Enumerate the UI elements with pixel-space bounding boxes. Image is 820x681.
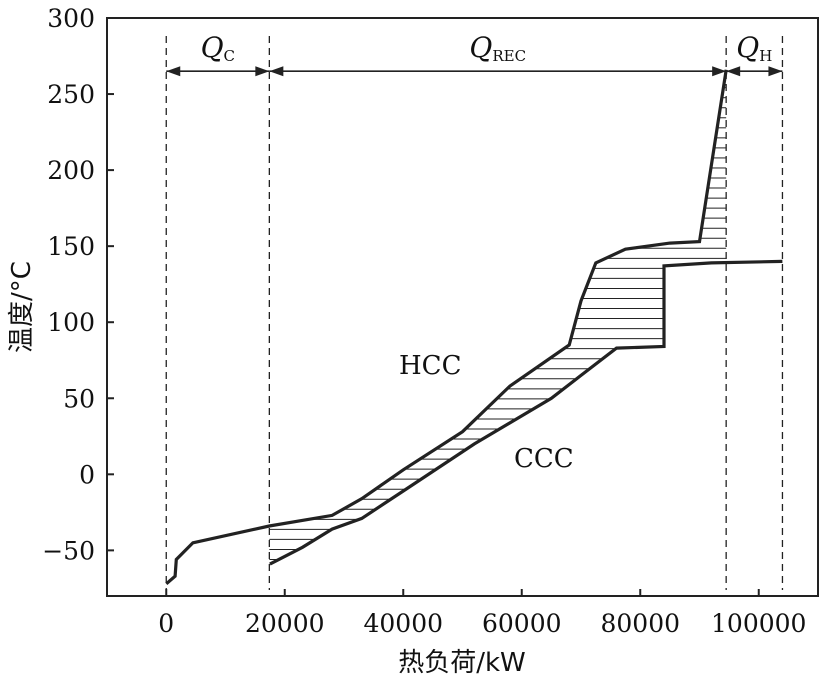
ccc-curve bbox=[269, 259, 783, 566]
x-axis-title: 热负荷/kW bbox=[398, 648, 526, 678]
x-tick-label: 60000 bbox=[482, 609, 562, 638]
hatched-recovery-region bbox=[269, 87, 727, 560]
hcc-label: HCC bbox=[399, 351, 461, 381]
boundary-dashed-lines bbox=[165, 36, 784, 590]
arrow-head bbox=[712, 66, 727, 77]
y-tick-label: −50 bbox=[42, 536, 95, 565]
arrow-head bbox=[166, 66, 181, 77]
x-tick-label: 0 bbox=[158, 609, 174, 638]
duty-label: QC bbox=[201, 31, 235, 65]
x-tick-label: 100000 bbox=[711, 609, 806, 638]
plot-frame bbox=[106, 17, 819, 597]
arrow-head bbox=[269, 66, 284, 77]
duty-label: QREC bbox=[469, 31, 526, 65]
y-axis-title: 温度/°C bbox=[7, 261, 37, 353]
heat-duty-arrows: QC QREC QH bbox=[166, 31, 783, 77]
hcc-curve bbox=[165, 69, 728, 586]
arrow-head bbox=[768, 66, 783, 77]
ccc-label: CCC bbox=[514, 444, 574, 474]
arrow-head bbox=[255, 66, 270, 77]
arrow-head bbox=[726, 66, 741, 77]
y-tick-label: 100 bbox=[47, 308, 95, 337]
y-tick-label: 150 bbox=[47, 232, 95, 261]
y-tick-label: 50 bbox=[63, 384, 95, 413]
x-tick-label: 80000 bbox=[600, 609, 680, 638]
y-tick-label: 250 bbox=[47, 80, 95, 109]
composite-curves bbox=[165, 69, 783, 586]
duty-label: QH bbox=[736, 31, 772, 65]
x-tick-label: 40000 bbox=[363, 609, 443, 638]
y-tick-label: 0 bbox=[79, 460, 95, 489]
y-tick-label: 300 bbox=[47, 4, 95, 33]
axis-ticks: 0 20000 40000 60000 80000 100000 −50 0 50 100 150 2… bbox=[42, 4, 806, 638]
y-tick-label: 200 bbox=[47, 156, 95, 185]
x-tick-label: 20000 bbox=[245, 609, 325, 638]
